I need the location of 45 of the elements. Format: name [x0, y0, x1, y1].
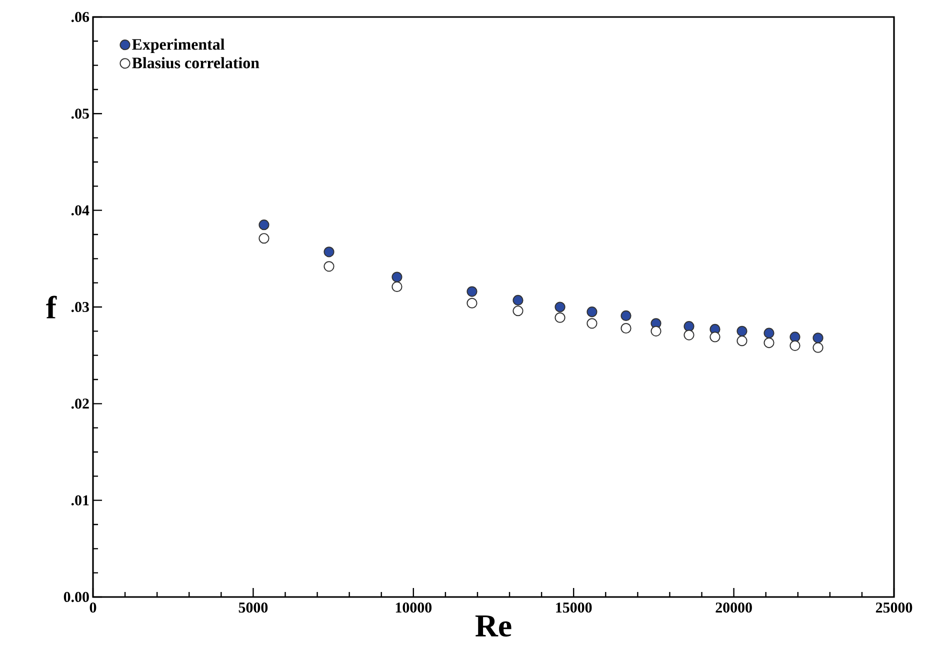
y-tick-label: .06 — [71, 12, 90, 22]
point — [812, 342, 824, 353]
point — [736, 336, 748, 346]
point — [258, 220, 270, 230]
point — [392, 272, 402, 282]
point — [684, 321, 694, 332]
y-tick-label: 0.00 — [64, 592, 89, 602]
legend-label: Blasius correlation — [132, 57, 260, 68]
point — [324, 261, 334, 272]
x-tick-label: 0 — [90, 602, 96, 613]
point — [392, 281, 402, 292]
point — [512, 306, 524, 316]
x-tick-label: 20000 — [716, 602, 752, 613]
point — [554, 302, 566, 312]
point — [710, 332, 720, 342]
point — [512, 294, 524, 306]
x-tick-label: 25000 — [876, 602, 912, 613]
point — [684, 330, 694, 340]
x-tick-label: 5000 — [238, 602, 268, 613]
point — [586, 306, 598, 318]
point — [554, 312, 566, 323]
y-tick-label: .02 — [71, 398, 89, 409]
point — [258, 233, 270, 244]
x-tick-label: 10000 — [396, 602, 432, 613]
point — [790, 332, 800, 342]
legend-label: Experimental — [132, 38, 225, 54]
point — [812, 332, 824, 344]
point — [466, 286, 478, 297]
y-tick-label: .03 — [71, 302, 89, 312]
point — [650, 326, 662, 336]
point — [466, 298, 478, 308]
x-tick-label: 15000 — [556, 602, 592, 613]
x-axis-title: Re — [475, 615, 512, 637]
point — [790, 340, 800, 351]
y-axis-title: f — [46, 296, 57, 318]
y-tick-label: .05 — [71, 108, 89, 119]
point — [764, 337, 774, 348]
point — [324, 246, 334, 258]
point — [764, 328, 774, 338]
point — [586, 318, 598, 329]
y-tick-label: .01 — [71, 495, 89, 506]
point — [620, 310, 632, 321]
point — [736, 326, 748, 336]
y-tick-label: .04 — [71, 205, 90, 216]
point — [620, 322, 632, 334]
